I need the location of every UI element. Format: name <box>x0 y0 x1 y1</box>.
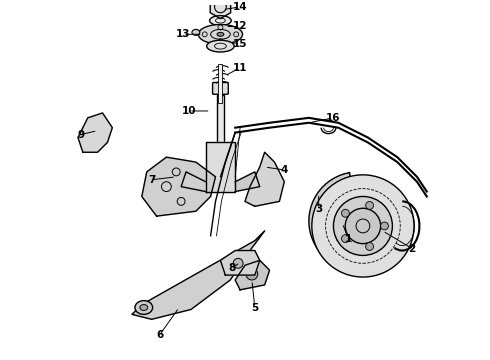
Ellipse shape <box>140 305 147 310</box>
Circle shape <box>366 243 373 251</box>
Polygon shape <box>309 173 367 270</box>
Text: 8: 8 <box>229 263 236 273</box>
Circle shape <box>333 197 392 256</box>
Polygon shape <box>220 251 260 275</box>
FancyBboxPatch shape <box>219 64 222 103</box>
Text: 9: 9 <box>77 130 84 140</box>
Text: 16: 16 <box>326 113 341 123</box>
Circle shape <box>342 209 349 217</box>
Polygon shape <box>245 152 284 206</box>
Text: 4: 4 <box>281 165 288 175</box>
Text: 10: 10 <box>182 106 196 116</box>
Text: 14: 14 <box>233 2 247 12</box>
Text: 5: 5 <box>251 302 258 312</box>
Polygon shape <box>78 113 112 152</box>
Circle shape <box>345 208 381 244</box>
Ellipse shape <box>210 15 231 26</box>
Polygon shape <box>210 0 231 19</box>
Text: 6: 6 <box>156 330 163 340</box>
Text: 13: 13 <box>176 29 190 39</box>
Ellipse shape <box>198 24 243 44</box>
FancyBboxPatch shape <box>213 82 228 94</box>
Text: 1: 1 <box>344 234 352 244</box>
Circle shape <box>233 258 243 268</box>
Polygon shape <box>181 172 206 192</box>
Text: 2: 2 <box>409 244 416 253</box>
Circle shape <box>342 235 349 243</box>
Polygon shape <box>132 231 265 319</box>
Polygon shape <box>206 143 235 192</box>
Polygon shape <box>235 260 270 290</box>
Polygon shape <box>235 172 260 192</box>
Text: 11: 11 <box>233 63 247 73</box>
Text: 12: 12 <box>233 22 247 31</box>
Ellipse shape <box>207 40 234 52</box>
Text: 7: 7 <box>148 175 155 185</box>
Circle shape <box>312 175 414 277</box>
Ellipse shape <box>135 301 152 314</box>
Circle shape <box>246 268 258 280</box>
Text: 3: 3 <box>315 204 322 214</box>
Circle shape <box>381 222 389 230</box>
Ellipse shape <box>217 32 224 36</box>
Ellipse shape <box>192 30 200 35</box>
Polygon shape <box>142 157 216 216</box>
FancyBboxPatch shape <box>217 95 224 162</box>
Text: 15: 15 <box>233 39 247 49</box>
Circle shape <box>366 202 373 209</box>
